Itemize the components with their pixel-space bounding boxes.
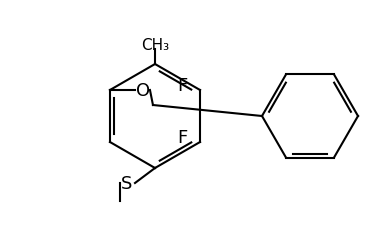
Text: F: F — [177, 128, 187, 146]
Text: O: O — [136, 82, 150, 100]
Text: S: S — [121, 174, 133, 192]
Text: CH₃: CH₃ — [141, 37, 169, 52]
Text: F: F — [177, 77, 187, 94]
